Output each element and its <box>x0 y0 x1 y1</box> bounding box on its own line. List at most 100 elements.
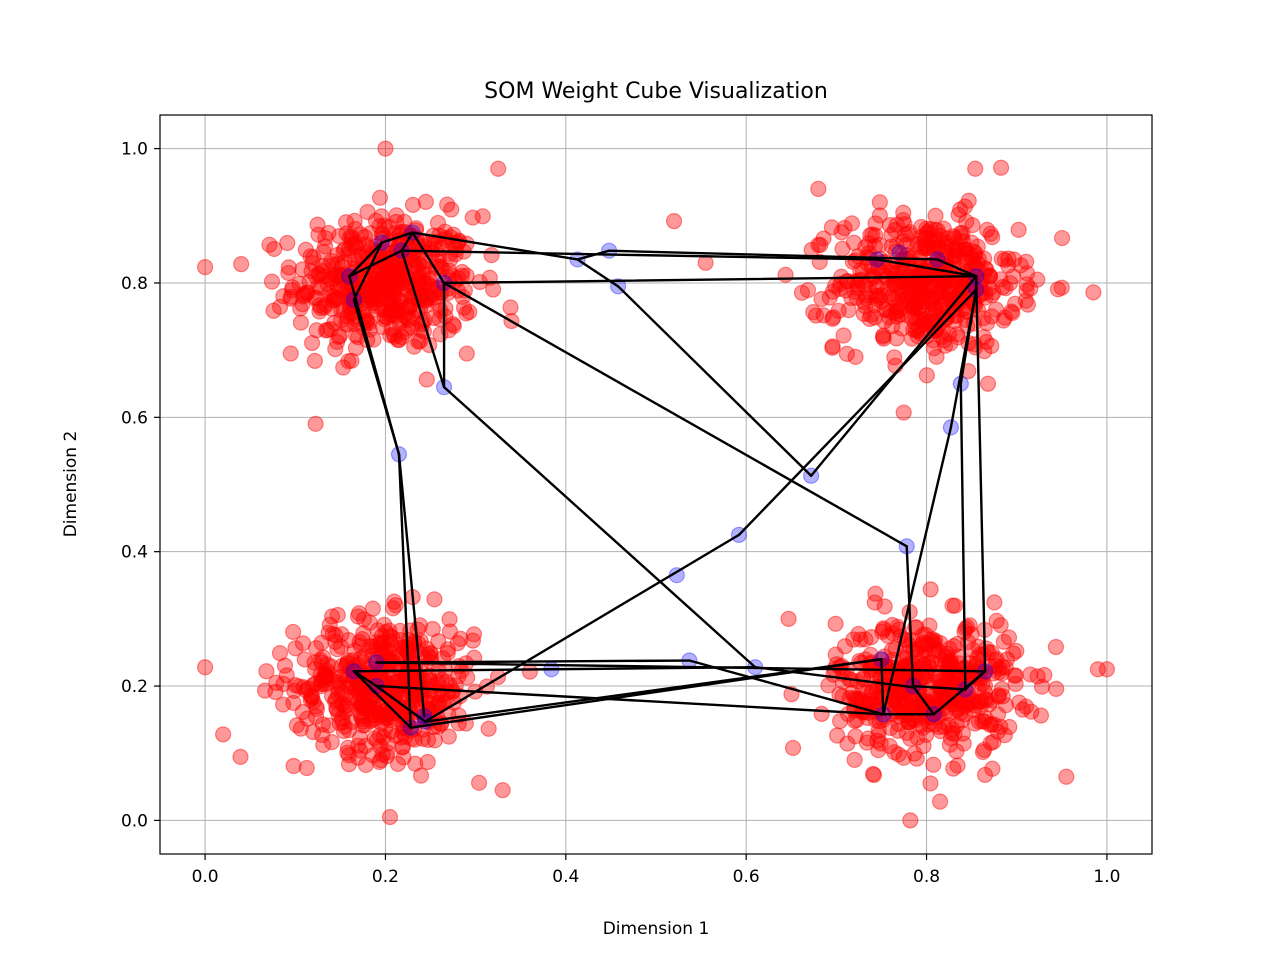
data-point <box>905 321 922 338</box>
data-point <box>906 300 923 318</box>
data-point <box>430 694 448 712</box>
data-point <box>382 273 399 290</box>
data-point <box>917 237 934 254</box>
data-point <box>976 266 993 283</box>
data-point <box>904 297 921 314</box>
data-point <box>371 279 388 296</box>
data-point <box>927 221 944 239</box>
data-point <box>340 353 357 370</box>
y-tick-label: 0.0 <box>121 811 148 831</box>
data-point <box>307 268 325 285</box>
data-point <box>373 628 391 645</box>
data-point <box>305 249 322 266</box>
data-point <box>445 317 462 335</box>
data-point <box>983 287 1000 304</box>
data-point <box>824 338 841 355</box>
data-point <box>417 275 434 292</box>
data-point <box>918 240 935 257</box>
data-point <box>824 310 841 327</box>
data-point <box>376 273 393 291</box>
data-point <box>913 218 930 236</box>
data-point <box>834 240 851 257</box>
data-point <box>336 253 353 271</box>
data-point <box>1029 271 1046 288</box>
data-point <box>331 714 348 732</box>
data-point <box>910 235 927 252</box>
data-point <box>912 229 929 246</box>
data-point <box>862 227 879 244</box>
data-point <box>958 245 975 262</box>
data-point <box>386 280 403 297</box>
data-point <box>1006 295 1024 312</box>
data-point <box>886 271 903 288</box>
data-point <box>932 227 949 244</box>
data-point <box>958 213 975 230</box>
data-point <box>386 273 404 290</box>
data-point <box>1018 265 1036 282</box>
data-point <box>960 633 977 651</box>
data-point <box>890 746 907 763</box>
data-point <box>360 293 377 310</box>
data-point <box>470 774 488 791</box>
data-point <box>311 297 328 314</box>
data-point <box>327 341 344 358</box>
data-point <box>329 255 346 272</box>
data-point <box>843 289 860 307</box>
data-point <box>332 269 350 286</box>
data-point <box>329 333 346 350</box>
data-point <box>383 305 400 322</box>
data-point <box>377 302 394 319</box>
data-point <box>906 745 923 762</box>
data-point <box>394 302 411 319</box>
data-point <box>916 273 934 291</box>
data-point <box>347 220 364 238</box>
data-point <box>888 330 905 347</box>
data-point <box>922 220 939 238</box>
data-point <box>1019 296 1037 313</box>
data-point <box>915 293 932 310</box>
data-point <box>437 308 454 325</box>
data-point <box>458 305 475 322</box>
data-point <box>924 290 941 308</box>
data-point <box>930 238 948 255</box>
data-point <box>890 302 907 319</box>
data-point <box>824 339 841 356</box>
data-point <box>840 302 857 319</box>
data-point <box>401 297 418 314</box>
data-point <box>271 298 289 315</box>
data-point <box>392 312 409 330</box>
data-point <box>379 264 396 282</box>
data-point <box>881 217 899 234</box>
data-point <box>855 293 873 311</box>
data-point <box>886 349 903 366</box>
data-point <box>875 327 892 344</box>
data-point <box>896 216 913 233</box>
data-point <box>963 249 980 266</box>
data-point <box>308 289 325 306</box>
data-point <box>423 278 440 295</box>
data-point <box>833 224 850 241</box>
data-point <box>311 279 329 296</box>
data-point <box>936 337 954 354</box>
data-point <box>883 226 900 243</box>
data-point <box>976 250 993 267</box>
data-point <box>385 296 402 313</box>
data-point <box>926 232 943 249</box>
data-point <box>282 290 299 307</box>
data-point <box>1005 251 1023 268</box>
data-point <box>815 307 832 324</box>
data-point <box>323 272 340 290</box>
data-point <box>925 236 942 253</box>
data-point <box>947 240 964 257</box>
data-point <box>382 302 399 320</box>
data-point <box>931 793 949 810</box>
data-point <box>898 279 915 296</box>
data-point <box>385 297 402 314</box>
data-point <box>966 247 983 265</box>
data-point <box>911 274 928 291</box>
data-point <box>282 345 299 362</box>
data-point <box>322 270 339 288</box>
data-point <box>871 194 888 211</box>
data-point <box>949 277 966 294</box>
data-point <box>360 288 377 305</box>
